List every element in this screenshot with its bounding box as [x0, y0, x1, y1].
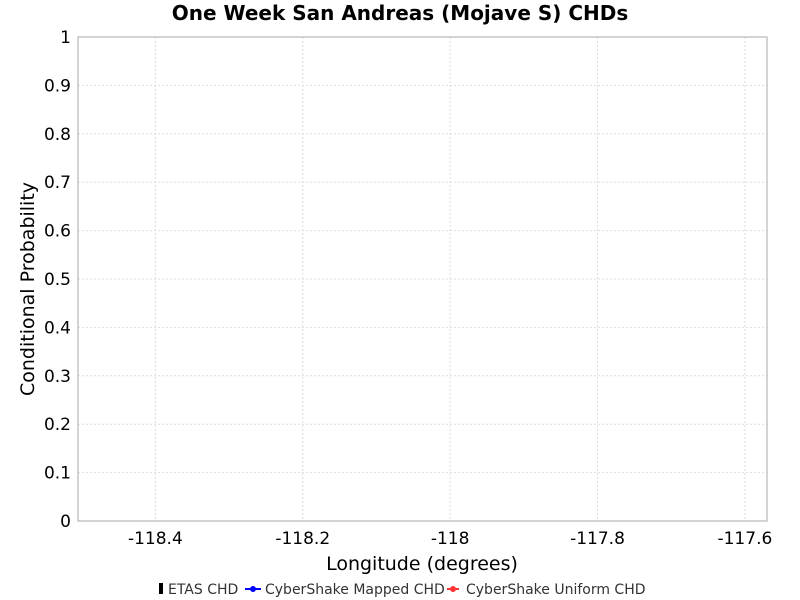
legend: ETAS CHD CyberShake Mapped CHD CyberShak…: [159, 582, 646, 598]
legend-swatch-etas: [159, 583, 163, 594]
legend-marker-cybershake-mapped: [250, 586, 256, 592]
legend-item-cybershake-mapped: CyberShake Mapped CHD: [245, 582, 445, 598]
x-tick-label: -117.6: [717, 529, 772, 549]
y-tick-label: 0.2: [44, 415, 71, 435]
y-tick-label: 1: [60, 28, 71, 48]
plot-area: [77, 36, 768, 522]
y-tick-label: 0.3: [44, 367, 71, 387]
y-tick-label: 0: [60, 512, 71, 532]
y-tick-label: 0.5: [44, 270, 71, 290]
legend-label-cybershake-mapped: CyberShake Mapped CHD: [265, 582, 445, 598]
plot-border: [77, 36, 768, 522]
y-tick-label: 0.7: [44, 173, 71, 193]
y-tick-label: 0.1: [44, 464, 71, 484]
x-tick-label: -118: [431, 529, 470, 549]
chart-title: One Week San Andreas (Mojave S) CHDs: [172, 1, 629, 25]
y-axis-label: Conditional Probability: [17, 182, 39, 396]
y-tick-label: 0.4: [44, 318, 71, 338]
x-axis-label: Longitude (degrees): [326, 553, 518, 575]
x-tick-label: -118.2: [275, 529, 330, 549]
legend-label-cybershake-uniform: CyberShake Uniform CHD: [466, 582, 646, 598]
legend-item-cybershake-uniform: CyberShake Uniform CHD: [447, 582, 646, 598]
legend-item-etas: ETAS CHD: [159, 582, 238, 598]
y-tick-label: 0.8: [44, 125, 71, 145]
x-axis-ticks: -118.4 -118.2 -118 -117.8 -117.6: [128, 529, 772, 549]
legend-marker-cybershake-uniform: [450, 586, 456, 592]
y-axis-ticks: 0 0.1 0.2 0.3 0.4 0.5 0.6 0.7 0.8 0.9 1: [44, 28, 71, 532]
grid-lines: [78, 37, 767, 521]
x-tick-label: -118.4: [128, 529, 183, 549]
x-tick-label: -117.8: [570, 529, 625, 549]
legend-label-etas: ETAS CHD: [168, 582, 238, 598]
y-tick-label: 0.6: [44, 222, 71, 242]
y-tick-label: 0.9: [44, 76, 71, 96]
